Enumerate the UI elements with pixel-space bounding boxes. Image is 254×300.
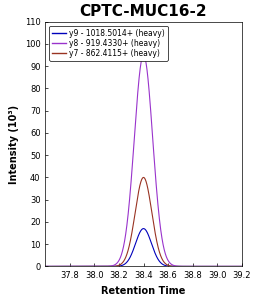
y9 - 1018.5014+ (heavy)	[239, 265, 242, 268]
y9 - 1018.5014+ (heavy)	[141, 227, 145, 230]
y7 - 862.4115+ (heavy)	[119, 262, 122, 266]
y7 - 862.4115+ (heavy)	[235, 265, 239, 268]
Y-axis label: Intensity (10³): Intensity (10³)	[9, 104, 19, 184]
y8 - 919.4330+ (heavy)	[235, 265, 239, 268]
y7 - 862.4115+ (heavy)	[214, 265, 217, 268]
y8 - 919.4330+ (heavy)	[127, 202, 130, 206]
y9 - 1018.5014+ (heavy)	[127, 257, 130, 261]
y7 - 862.4115+ (heavy)	[78, 265, 81, 268]
Line: y9 - 1018.5014+ (heavy): y9 - 1018.5014+ (heavy)	[45, 229, 241, 266]
y9 - 1018.5014+ (heavy)	[66, 265, 69, 268]
y8 - 919.4330+ (heavy)	[66, 265, 69, 268]
Text: 38.4: 38.4	[107, 40, 139, 58]
y9 - 1018.5014+ (heavy)	[44, 265, 47, 268]
Legend: y9 - 1018.5014+ (heavy), y8 - 919.4330+ (heavy), y7 - 862.4115+ (heavy): y9 - 1018.5014+ (heavy), y8 - 919.4330+ …	[49, 26, 167, 61]
Line: y7 - 862.4115+ (heavy): y7 - 862.4115+ (heavy)	[45, 177, 241, 266]
y9 - 1018.5014+ (heavy)	[235, 265, 239, 268]
y9 - 1018.5014+ (heavy)	[119, 264, 122, 268]
y7 - 862.4115+ (heavy)	[127, 244, 130, 248]
Title: CPTC-MUC16-2: CPTC-MUC16-2	[80, 4, 207, 19]
y9 - 1018.5014+ (heavy)	[78, 265, 81, 268]
y8 - 919.4330+ (heavy)	[44, 265, 47, 268]
Line: y8 - 919.4330+ (heavy): y8 - 919.4330+ (heavy)	[45, 55, 241, 266]
y8 - 919.4330+ (heavy)	[214, 265, 217, 268]
y7 - 862.4115+ (heavy)	[141, 176, 145, 179]
y9 - 1018.5014+ (heavy)	[214, 265, 217, 268]
y7 - 862.4115+ (heavy)	[239, 265, 242, 268]
y8 - 919.4330+ (heavy)	[119, 255, 122, 259]
X-axis label: Retention Time: Retention Time	[101, 286, 185, 296]
y8 - 919.4330+ (heavy)	[141, 53, 145, 57]
y7 - 862.4115+ (heavy)	[44, 265, 47, 268]
y8 - 919.4330+ (heavy)	[78, 265, 81, 268]
y7 - 862.4115+ (heavy)	[66, 265, 69, 268]
y8 - 919.4330+ (heavy)	[239, 265, 242, 268]
